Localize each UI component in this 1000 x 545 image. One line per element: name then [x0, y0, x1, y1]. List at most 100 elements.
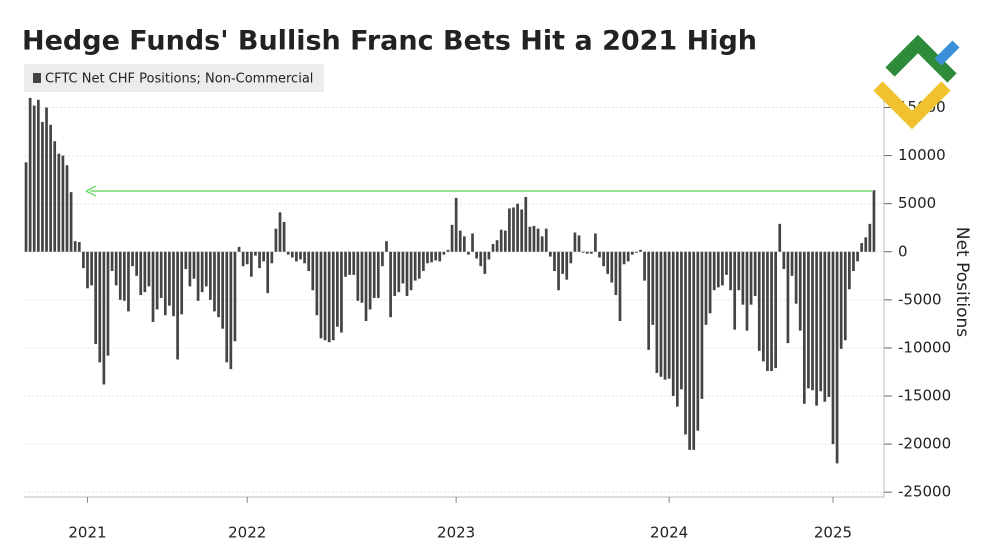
bar — [213, 251, 216, 312]
bar — [319, 251, 323, 339]
bar — [503, 230, 507, 252]
bar — [839, 251, 843, 349]
x-tick-label: 2025 — [814, 524, 852, 542]
bar — [331, 251, 335, 341]
bar — [229, 251, 233, 370]
bar — [118, 251, 122, 300]
bar — [549, 251, 552, 257]
bar — [594, 233, 597, 252]
bar — [53, 141, 57, 252]
bar — [868, 223, 872, 252]
bar — [123, 251, 126, 301]
bar — [77, 242, 81, 252]
bar — [741, 251, 745, 305]
bar — [344, 251, 347, 277]
bar — [585, 251, 589, 254]
bar — [180, 251, 184, 315]
x-tick-label: 2021 — [68, 524, 106, 542]
bar — [843, 251, 847, 341]
legend-swatch — [33, 73, 41, 83]
bar — [98, 251, 102, 363]
bar — [733, 251, 737, 330]
bar — [397, 251, 401, 293]
x-tick-label: 2022 — [228, 524, 266, 542]
bar — [524, 196, 528, 252]
bar — [835, 251, 839, 464]
bar — [348, 251, 351, 275]
bar — [73, 241, 77, 252]
bar — [802, 251, 806, 404]
bar — [606, 251, 610, 274]
bar — [725, 251, 728, 275]
bar — [762, 251, 765, 362]
bar — [872, 190, 876, 252]
bar — [512, 207, 515, 252]
bar — [864, 237, 868, 252]
bar — [856, 251, 859, 262]
bar — [786, 251, 790, 344]
logo-green — [885, 34, 957, 83]
bar — [827, 251, 831, 397]
bar — [270, 251, 274, 264]
bar — [401, 251, 405, 284]
bar — [57, 153, 61, 252]
bar — [405, 251, 409, 296]
bar — [454, 197, 458, 252]
bar — [262, 251, 265, 262]
bar — [274, 228, 278, 252]
chart-title: Hedge Funds' Bullish Franc Bets Hit a 20… — [22, 26, 757, 57]
bar — [340, 251, 343, 333]
bar — [315, 251, 319, 316]
bar — [323, 251, 327, 341]
bar — [233, 251, 237, 342]
bar — [712, 251, 716, 291]
bar — [376, 251, 380, 298]
bar — [102, 251, 106, 385]
bar — [241, 251, 245, 267]
bar — [495, 240, 499, 252]
bar — [450, 224, 454, 252]
plot-area: -25000-20000-15000-10000-500005000100001… — [24, 85, 951, 542]
bar — [651, 251, 655, 325]
bar — [577, 235, 581, 252]
bar — [745, 251, 749, 331]
bar — [352, 251, 356, 275]
y-axis-label: Net Positions — [952, 227, 972, 337]
bar — [467, 251, 470, 255]
bar — [749, 251, 753, 305]
bar — [417, 251, 421, 279]
bar — [434, 251, 438, 261]
bar — [65, 165, 69, 252]
bar — [491, 244, 495, 252]
bar — [311, 251, 315, 291]
bar — [655, 251, 659, 373]
bar — [368, 251, 372, 310]
bar — [336, 251, 339, 327]
logo — [873, 34, 960, 130]
legend-label: CFTC Net CHF Positions; Non-Commercial — [45, 72, 313, 87]
bar — [258, 251, 261, 269]
bar — [630, 251, 634, 255]
bar — [61, 155, 65, 252]
bar — [458, 230, 462, 252]
bar — [589, 251, 593, 254]
bar — [675, 251, 679, 407]
bar — [688, 251, 691, 450]
y-tick-label: 10000 — [898, 146, 946, 164]
bar — [639, 249, 642, 252]
bar — [168, 251, 171, 306]
bar — [782, 251, 786, 270]
y-tick-label: 5000 — [898, 194, 936, 212]
bar — [770, 251, 773, 372]
bar — [778, 223, 782, 252]
bar — [200, 251, 204, 293]
bar — [114, 251, 118, 286]
bar — [790, 251, 794, 276]
bar — [716, 251, 720, 288]
bar — [704, 251, 708, 325]
bar — [479, 251, 483, 267]
bar — [475, 251, 478, 259]
bar — [409, 251, 413, 291]
bar — [766, 251, 769, 372]
bar — [626, 251, 630, 262]
